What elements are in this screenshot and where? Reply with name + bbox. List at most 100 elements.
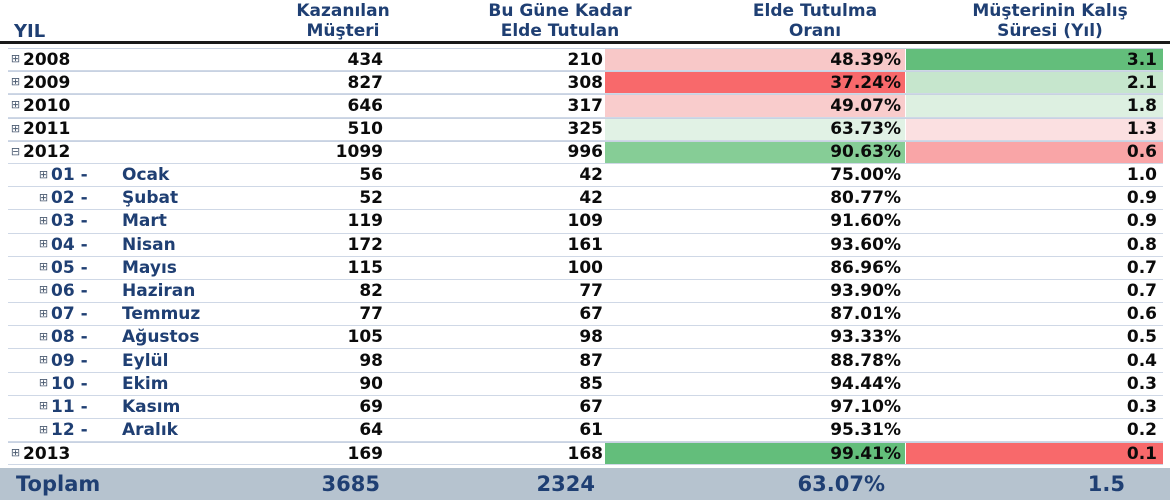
expand-icon[interactable]: ⊞ <box>38 399 49 413</box>
month-row: ⊞ 03 - Mart 119 109 91.60% 0.9 <box>8 210 1163 234</box>
rate-cell: 87.01% <box>830 304 901 325</box>
expand-icon[interactable]: ⊞ <box>10 52 21 66</box>
expand-icon[interactable]: ⊞ <box>38 260 49 274</box>
expand-icon[interactable]: ⊞ <box>38 329 49 343</box>
acquired-cell: 105 <box>347 327 384 348</box>
expand-icon[interactable]: ⊞ <box>38 237 49 251</box>
month-name: Ocak <box>122 165 170 186</box>
row-label: ⊞ 06 - Haziran <box>8 280 248 302</box>
rate-cell: 99.41% <box>605 443 905 465</box>
header-acquired-customers: Kazanılan Müşteri <box>258 0 428 42</box>
collapse-icon[interactable]: ⊟ <box>10 144 21 158</box>
row-label: ⊟ 2012 <box>8 142 248 163</box>
retained-cell: 317 <box>567 95 604 116</box>
year-label: 2012 <box>23 142 71 163</box>
month-name: Haziran <box>122 280 196 301</box>
month-number: 07 - <box>51 304 88 325</box>
expand-icon[interactable]: ⊞ <box>10 446 21 460</box>
acquired-cell: 82 <box>359 280 383 301</box>
rate-cell: 91.60% <box>830 211 901 232</box>
tenure-cell: 1.0 <box>1126 165 1157 186</box>
acquired-cell: 169 <box>347 443 384 464</box>
expand-icon[interactable]: ⊞ <box>38 190 49 204</box>
row-label: ⊞ 11 - Kasım <box>8 396 248 418</box>
acquired-cell: 64 <box>359 420 383 441</box>
expand-icon[interactable]: ⊞ <box>10 121 21 135</box>
expand-icon[interactable]: ⊞ <box>38 306 49 320</box>
total-retained: 2324 <box>536 472 595 496</box>
month-name: Temmuz <box>122 304 201 325</box>
acquired-cell: 98 <box>359 350 383 371</box>
acquired-cell: 172 <box>347 234 384 255</box>
total-acquired: 3685 <box>321 472 380 496</box>
retained-cell: 98 <box>579 327 603 348</box>
expand-icon[interactable]: ⊞ <box>10 98 21 112</box>
row-label: ⊞ 2010 <box>8 95 248 116</box>
header-tenure-line2: Süresi (Yıl) <box>997 21 1103 41</box>
month-number: 02 - <box>51 188 88 209</box>
total-rate: 63.07% <box>797 472 885 496</box>
rate-cell: 48.39% <box>605 49 905 71</box>
row-label: ⊞ 01 - Ocak <box>8 164 248 186</box>
month-row: ⊞ 07 - Temmuz 77 67 87.01% 0.6 <box>8 303 1163 327</box>
year-label: 2010 <box>23 95 71 116</box>
acquired-cell: 52 <box>359 188 383 209</box>
year-row: ⊞ 2011 510 325 63.73% 1.3 <box>8 117 1163 141</box>
tenure-cell: 2.1 <box>906 72 1163 94</box>
retained-cell: 100 <box>567 257 604 278</box>
tenure-cell: 0.5 <box>1126 327 1157 348</box>
rate-cell: 49.07% <box>605 95 905 117</box>
grand-total-row: Toplam 3685 2324 63.07% 1.5 <box>0 468 1170 500</box>
month-number: 08 - <box>51 327 88 348</box>
month-number: 12 - <box>51 420 88 441</box>
expand-icon[interactable]: ⊞ <box>10 75 21 89</box>
header-tenure-line1: Müşterinin Kalış <box>972 1 1128 21</box>
header-retained-line1: Bu Güne Kadar <box>488 1 632 21</box>
header-year: YIL <box>14 0 134 44</box>
month-row: ⊞ 05 - Mayıs 115 100 86.96% 0.7 <box>8 257 1163 280</box>
month-number: 01 - <box>51 165 88 186</box>
expand-icon[interactable]: ⊞ <box>38 422 49 436</box>
retained-cell: 308 <box>567 72 604 93</box>
header-rate-line1: Elde Tutulma <box>752 1 878 21</box>
row-label: ⊞ 05 - Mayıs <box>8 257 248 279</box>
row-label: ⊞ 2008 <box>8 49 248 70</box>
expand-icon[interactable]: ⊞ <box>38 376 49 390</box>
header-acquired-line1: Kazanılan <box>296 1 390 21</box>
month-name: Aralık <box>122 420 178 441</box>
expand-icon[interactable]: ⊞ <box>38 167 49 181</box>
month-number: 06 - <box>51 280 88 301</box>
month-name: Şubat <box>122 188 179 209</box>
tenure-cell: 0.1 <box>906 443 1163 465</box>
month-row: ⊞ 09 - Eylül 98 87 88.78% 0.4 <box>8 349 1163 373</box>
tenure-cell: 0.7 <box>1126 280 1157 301</box>
rate-cell: 90.63% <box>605 141 905 163</box>
month-number: 10 - <box>51 373 88 394</box>
row-label: ⊞ 04 - Nisan <box>8 234 248 256</box>
total-tenure: 1.5 <box>1087 472 1125 496</box>
month-row: ⊞ 02 - Şubat 52 42 80.77% 0.9 <box>8 187 1163 211</box>
month-name: Ekim <box>122 373 169 394</box>
expand-icon[interactable]: ⊞ <box>38 353 49 367</box>
month-name: Ağustos <box>122 327 200 348</box>
year-row: ⊞ 2009 827 308 37.24% 2.1 <box>8 71 1163 95</box>
expand-icon[interactable]: ⊞ <box>38 213 49 227</box>
acquired-cell: 510 <box>347 119 384 140</box>
retained-cell: 67 <box>579 304 603 325</box>
row-label: ⊞ 03 - Mart <box>8 210 248 232</box>
retained-cell: 67 <box>579 396 603 417</box>
month-row: ⊞ 06 - Haziran 82 77 93.90% 0.7 <box>8 280 1163 304</box>
header-rate-line2: Oranı <box>788 21 842 41</box>
expand-icon[interactable]: ⊞ <box>38 283 49 297</box>
retained-cell: 85 <box>579 373 603 394</box>
rate-cell: 97.10% <box>830 396 901 417</box>
rate-cell: 94.44% <box>830 373 901 394</box>
acquired-cell: 827 <box>347 72 384 93</box>
retained-cell: 109 <box>567 211 604 232</box>
acquired-cell: 646 <box>347 95 384 116</box>
row-label: ⊞ 08 - Ağustos <box>8 326 248 348</box>
month-name: Eylül <box>122 350 169 371</box>
retained-cell: 168 <box>567 443 604 464</box>
tenure-cell: 0.3 <box>1126 373 1157 394</box>
month-number: 09 - <box>51 350 88 371</box>
